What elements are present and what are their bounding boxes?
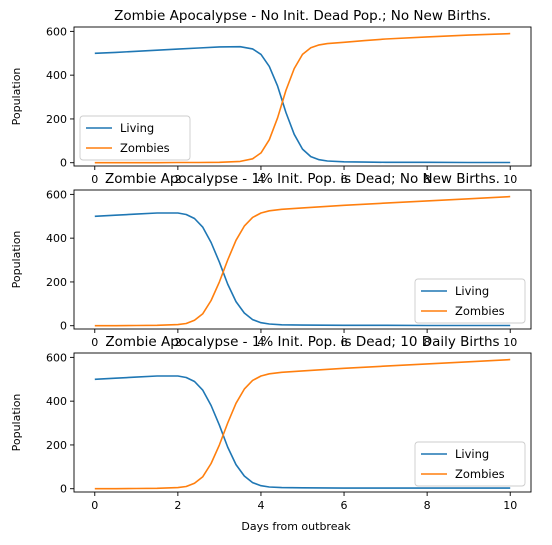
- x-tick-label: 0: [91, 499, 98, 512]
- x-tick-label: 2: [174, 173, 181, 186]
- y-axis-label: Population: [10, 394, 23, 452]
- x-tick-label: 6: [341, 499, 348, 512]
- series-line-zombies: [94, 358, 511, 490]
- legend-label-living: Living: [455, 284, 489, 298]
- chart-title: Zombie Apocalypse - 1% Init. Pop. is Dea…: [105, 334, 499, 350]
- y-axis-label: Population: [10, 68, 23, 126]
- y-tick-label: 200: [46, 113, 67, 126]
- y-tick-label: 400: [46, 232, 67, 245]
- series-line-zombies: [94, 32, 511, 164]
- legend-label-zombies: Zombies: [120, 141, 170, 155]
- y-tick-label: 600: [46, 351, 67, 364]
- x-tick-label: 10: [503, 173, 517, 186]
- y-tick-label: 0: [60, 157, 67, 170]
- y-tick-label: 600: [46, 188, 67, 201]
- y-axis-label: Population: [10, 231, 23, 289]
- x-tick-label: 10: [503, 336, 517, 349]
- chart-panel-2: 0 2 4 6 8 10 0 200 400 600 Population Zombie Apocal…: [10, 171, 532, 349]
- series-line-living: [94, 45, 511, 164]
- x-tick-label: 8: [424, 173, 431, 186]
- x-tick-label: 2: [174, 499, 181, 512]
- legend-box: [414, 278, 526, 324]
- y-tick-label: 200: [46, 439, 67, 452]
- plot-frame: [73, 26, 532, 167]
- series-line-living: [94, 375, 511, 489]
- x-tick-label: 2: [174, 336, 181, 349]
- legend: Living Zombies: [414, 278, 526, 324]
- legend-box: [414, 441, 526, 487]
- y-tick-label: 600: [46, 25, 67, 38]
- legend-label-living: Living: [120, 121, 154, 135]
- chart-title: Zombie Apocalypse - No Init. Dead Pop.; …: [114, 8, 491, 24]
- y-tick-label: 400: [46, 395, 67, 408]
- legend-label-zombies: Zombies: [455, 304, 505, 318]
- chart-panel-1: 0 2 4 6 8 10 0 200 400 600 Population Zombie Apocal…: [10, 8, 532, 186]
- x-tick-label: 8: [424, 336, 431, 349]
- y-tick-label: 200: [46, 276, 67, 289]
- x-tick-label: 0: [91, 173, 98, 186]
- y-tick-label: 0: [60, 320, 67, 333]
- x-tick-label: 4: [257, 336, 264, 349]
- legend-box: [79, 115, 191, 161]
- chart-panel-3: 0 2 4 6 8 10 0 200 400 600 Population Zombie Apocal…: [10, 334, 532, 512]
- series-line-zombies: [94, 195, 511, 327]
- plot-frame: [73, 189, 532, 330]
- x-tick-label: 10: [503, 499, 517, 512]
- series-line-living: [94, 212, 511, 327]
- legend-label-living: Living: [455, 447, 489, 461]
- y-tick-label: 400: [46, 69, 67, 82]
- x-tick-label: 4: [257, 499, 264, 512]
- chart-title: Zombie Apocalypse - 1% Init. Pop. is Dea…: [105, 171, 500, 187]
- x-tick-label: 6: [341, 336, 348, 349]
- x-tick-label: 0: [91, 336, 98, 349]
- legend: Living Zombies: [79, 115, 191, 161]
- x-tick-label: 6: [341, 173, 348, 186]
- y-tick-label: 0: [60, 483, 67, 496]
- plot-frame: [73, 352, 532, 493]
- x-tick-label: 4: [257, 173, 264, 186]
- x-tick-label: 8: [424, 499, 431, 512]
- legend-label-zombies: Zombies: [455, 467, 505, 481]
- figure-xlabel: Days from outbreak: [241, 520, 351, 533]
- legend: Living Zombies: [414, 441, 526, 487]
